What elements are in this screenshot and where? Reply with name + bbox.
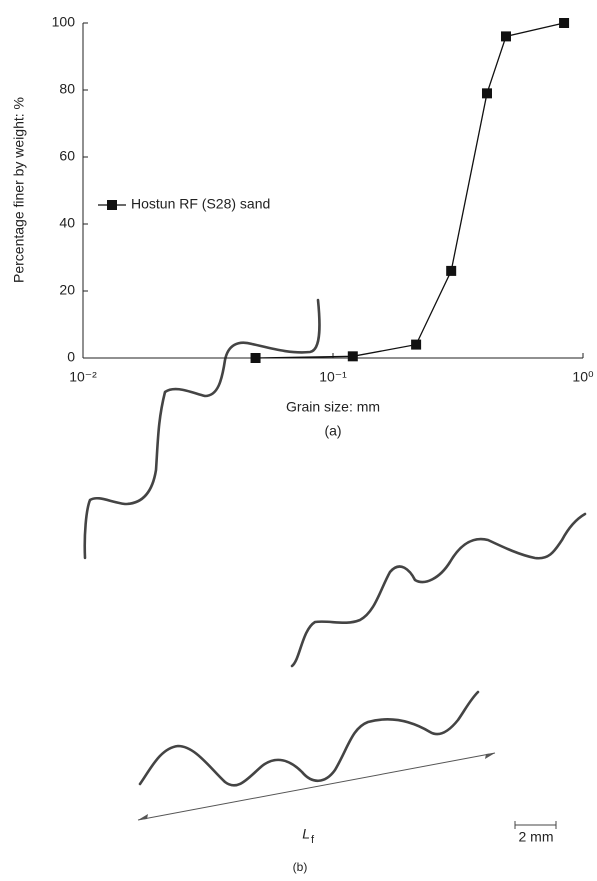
panel-label: (a) xyxy=(324,423,341,439)
y-tick-label: 40 xyxy=(59,215,75,231)
y-axis-label: Percentage finer by weight: % xyxy=(11,97,27,283)
point xyxy=(347,351,358,362)
x-tick-label: 10⁻¹ xyxy=(319,369,347,385)
series-line xyxy=(255,22,565,359)
scale-bar-label: 2 mm xyxy=(519,829,554,845)
fiber xyxy=(138,690,480,787)
length-subscript: f xyxy=(311,834,315,846)
y-tick-label: 60 xyxy=(59,148,75,164)
x-axis-label: Grain size: mm xyxy=(286,399,380,415)
point xyxy=(481,88,492,99)
point xyxy=(250,353,261,363)
y-tick-label: 100 xyxy=(52,14,76,30)
y-tick-label: 20 xyxy=(59,282,75,298)
fiber xyxy=(290,512,587,668)
legend-label: Hostun RF (S28) sand xyxy=(131,196,270,212)
point xyxy=(500,31,511,42)
x-tick-label: 10⁰ xyxy=(572,369,594,385)
length-symbol: L xyxy=(302,826,310,842)
point xyxy=(559,18,570,28)
legend-marker xyxy=(107,200,117,210)
panel-label: (b) xyxy=(293,860,308,874)
x-tick-label: 10⁻² xyxy=(69,369,97,385)
fiber-drawings xyxy=(83,298,587,829)
y-tick-label: 80 xyxy=(59,81,75,97)
fiber xyxy=(83,298,321,560)
y-tick-label: 0 xyxy=(67,349,75,365)
point xyxy=(411,339,422,350)
point xyxy=(446,265,457,276)
